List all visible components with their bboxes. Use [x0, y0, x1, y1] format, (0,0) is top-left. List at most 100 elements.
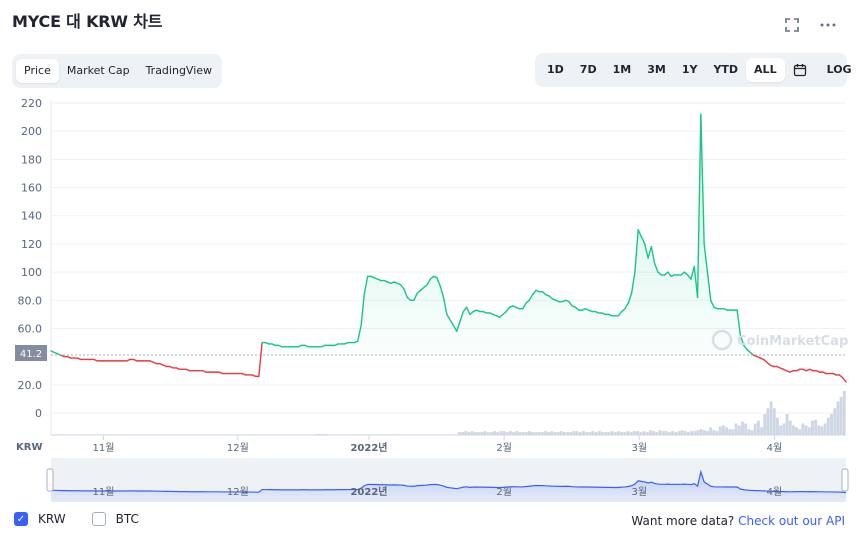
volume-bar [518, 432, 522, 435]
calendar-icon[interactable] [785, 58, 815, 82]
x-tick-label: 3월 [632, 442, 648, 454]
chart-type-tabs: Price Market Cap TradingView [12, 54, 222, 88]
navigator-tick-label: 12월 [227, 486, 249, 498]
price-segment [568, 300, 573, 307]
volume-bar [652, 431, 655, 435]
volume-bar [731, 429, 735, 435]
fullscreen-icon[interactable] [781, 14, 803, 36]
volume-bar [493, 431, 496, 435]
navigator-tick-label: 3월 [632, 486, 648, 498]
log-toggle[interactable]: LOG [826, 63, 852, 76]
tab-price[interactable]: Price [16, 59, 59, 83]
range-ytd[interactable]: YTD [713, 63, 739, 76]
volume-bar [639, 432, 643, 435]
range-all[interactable]: ALL [746, 58, 785, 82]
navigator-labels: 11월 12월 2022년 2월 3월 4월 [93, 485, 783, 498]
volume-bar [534, 432, 538, 435]
price-segment [541, 291, 547, 296]
krw-checkbox[interactable]: ✓ [14, 512, 28, 526]
volume-bar [559, 431, 563, 435]
range-3m[interactable]: 3M [647, 63, 666, 76]
watermark-text: CoinMarketCap [737, 334, 848, 349]
volume-bar [823, 423, 827, 435]
price-segment [749, 351, 755, 356]
btc-checkbox[interactable] [91, 512, 106, 526]
y-tick-label: 0 [35, 407, 42, 420]
volume-bar [839, 396, 843, 435]
navigator-tick-label: 4월 [767, 486, 783, 498]
price-segment [637, 229, 643, 238]
x-tick-label: 2월 [496, 442, 512, 454]
volume-bars [314, 391, 846, 435]
volume-bar [601, 432, 605, 435]
volume-bar [604, 432, 608, 435]
price-segment [363, 275, 369, 294]
navigator-tick-label: 2022년 [350, 485, 387, 498]
navigator-right-handle[interactable] [841, 468, 849, 492]
range-1y[interactable]: 1Y [681, 63, 698, 76]
price-segment [640, 236, 646, 245]
price-segment [459, 310, 465, 323]
volume-bar [658, 430, 662, 435]
price-segment [663, 271, 669, 276]
volume-bar [607, 432, 611, 435]
price-segment [449, 319, 455, 327]
price-line [50, 113, 847, 383]
range-navigator[interactable]: 11월 12월 2022년 2월 3월 4월 [46, 458, 849, 502]
price-segment [686, 274, 692, 280]
volume-bar [782, 423, 786, 435]
price-segment [574, 306, 580, 311]
volume-bar [528, 431, 531, 435]
more-horizontal-icon[interactable] [817, 14, 839, 36]
range-1d[interactable]: 1D [547, 63, 564, 76]
navigator-line [50, 469, 847, 494]
volume-bar [524, 432, 528, 435]
range-7d[interactable]: 7D [579, 63, 597, 76]
price-segment [706, 271, 712, 301]
volume-bar [826, 417, 830, 435]
volume-bar [499, 431, 503, 435]
tab-tradingview[interactable]: TradingView [145, 64, 213, 77]
price-segment [696, 113, 702, 299]
volume-bar [744, 423, 748, 435]
volume-bar [324, 434, 328, 435]
price-segment [436, 277, 441, 287]
volume-bar [725, 427, 729, 435]
volume-bar [674, 432, 678, 435]
tab-market-cap[interactable]: Market Cap [66, 64, 130, 77]
volume-bar [636, 431, 639, 435]
y-tick-label: 140 [21, 210, 42, 223]
volume-bar [543, 431, 547, 435]
chart-grid [50, 100, 846, 436]
volume-bar [477, 432, 480, 435]
volume-bar [575, 431, 579, 435]
volume-bar [620, 432, 624, 435]
volume-bar [728, 429, 732, 435]
price-segment [667, 271, 672, 278]
range-1m[interactable]: 1M [612, 63, 632, 76]
volume-bar [804, 425, 808, 435]
price-segment [426, 278, 432, 286]
navigator-left-handle[interactable] [46, 468, 54, 492]
volume-bar [556, 432, 560, 435]
volume-bar [820, 426, 824, 435]
price-segment [746, 348, 752, 354]
price-segment [653, 262, 659, 273]
price-segment [419, 286, 425, 292]
volume-bar [836, 401, 840, 435]
volume-bar [461, 432, 465, 435]
volume-bar [655, 432, 659, 435]
volume-bar [572, 431, 576, 435]
api-link[interactable]: Check out our API [738, 514, 845, 528]
btc-label: BTC [115, 512, 139, 526]
volume-bar [706, 431, 709, 435]
volume-bar [715, 431, 719, 435]
volume-bar [811, 420, 814, 435]
price-segment [429, 275, 435, 280]
currency-toggle: ✓ KRW BTC [14, 512, 139, 526]
price-segment [469, 310, 474, 316]
price-segment [634, 229, 639, 273]
volume-bar [508, 431, 512, 435]
volume-bar [540, 432, 544, 435]
price-segment [743, 344, 748, 351]
